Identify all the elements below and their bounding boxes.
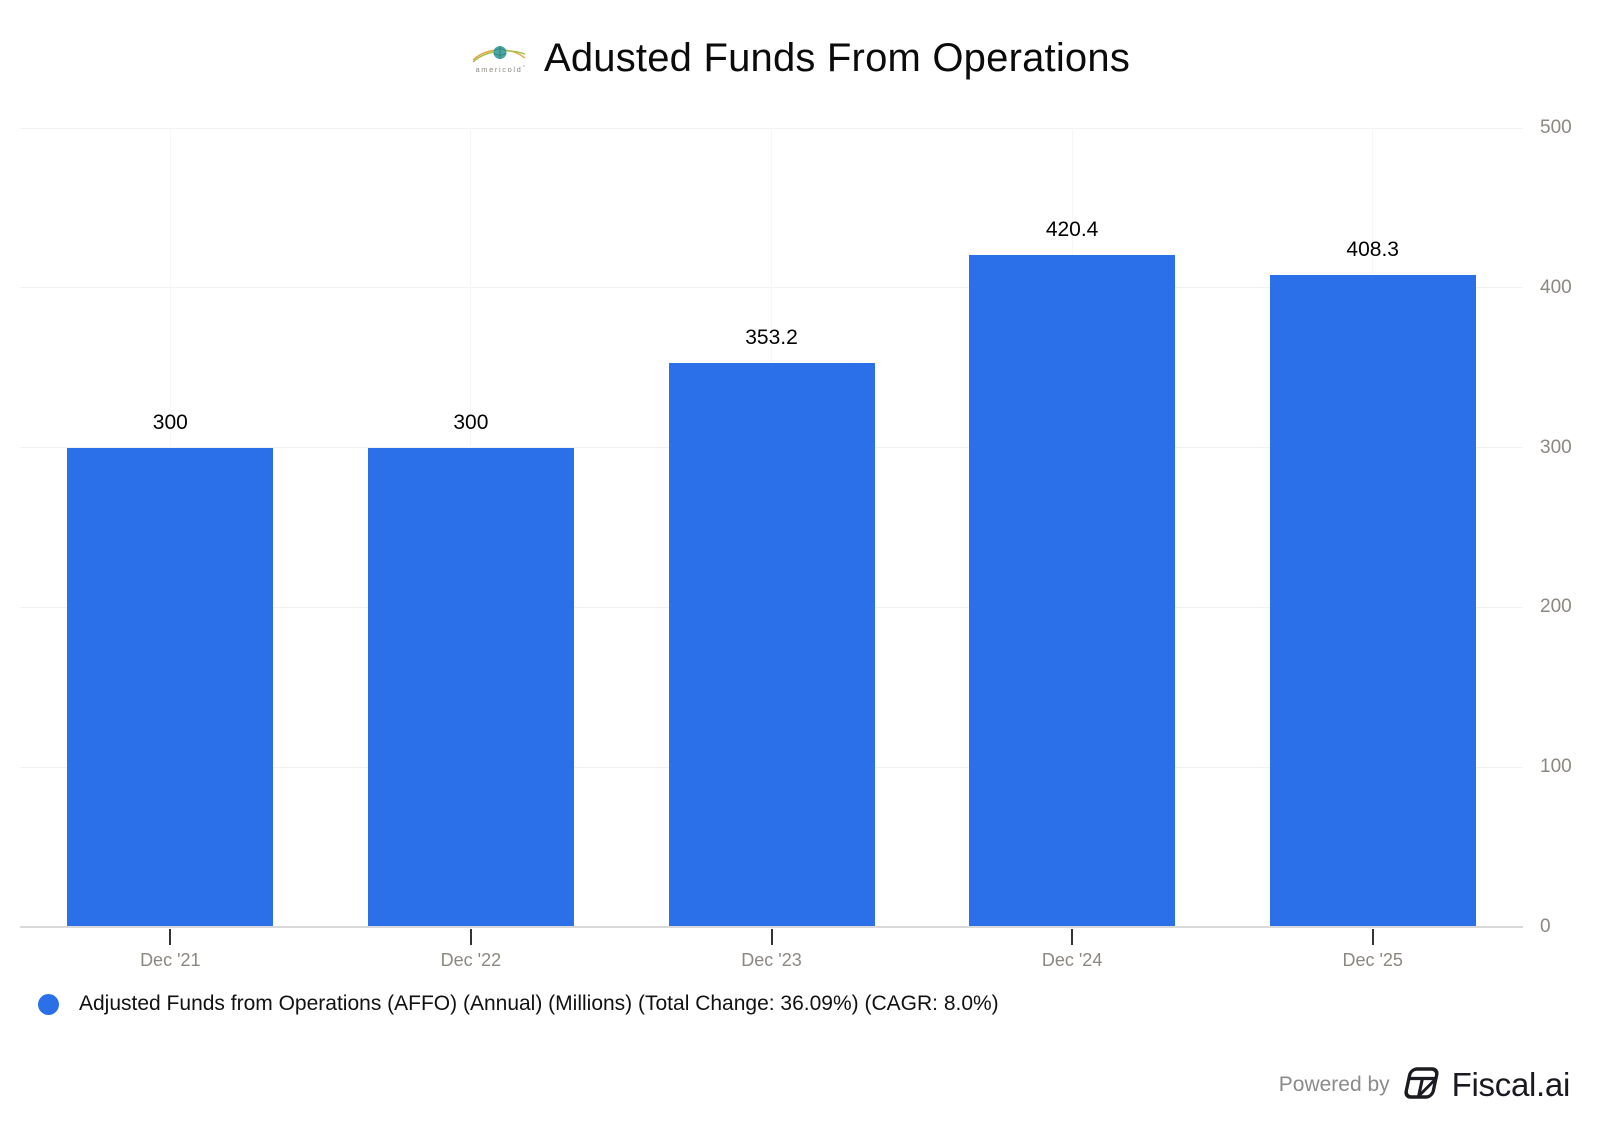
x-axis-tick xyxy=(1371,929,1374,945)
bar-value-label: 300 xyxy=(453,410,489,434)
x-axis-tick-label: Dec '23 xyxy=(741,950,802,970)
x-axis-tick-label: Dec '21 xyxy=(140,950,201,970)
fiscal-logo-icon xyxy=(1404,1064,1442,1107)
x-axis-tick-label: Dec '24 xyxy=(1041,950,1103,970)
svg-text:°: ° xyxy=(523,65,525,71)
bar-value-label: 353.2 xyxy=(745,325,798,349)
x-axis-tick xyxy=(469,929,472,945)
legend-marker xyxy=(38,993,59,1015)
x-axis-tick xyxy=(1071,929,1074,945)
y-axis-tick-label: 400 xyxy=(1540,276,1572,298)
footer: Powered by Fiscal.ai xyxy=(1278,1062,1571,1108)
x-axis-tick-label: Dec '22 xyxy=(440,950,502,970)
legend-label: Adjusted Funds from Operations (AFFO) (A… xyxy=(79,992,999,1015)
bar-value-label: 420.4 xyxy=(1045,218,1099,242)
bar-dec22[interactable] xyxy=(367,447,574,927)
fiscal-brand-text: Fiscal.ai xyxy=(1451,1066,1571,1103)
x-axis-line xyxy=(20,926,1523,928)
y-axis-tick-label: 200 xyxy=(1540,596,1572,618)
x-axis-tick-label: Dec '25 xyxy=(1342,950,1403,970)
bar-value-label: 408.3 xyxy=(1346,237,1399,261)
americold-logo-icon: americold ° xyxy=(472,45,526,74)
x-axis-tick xyxy=(169,929,172,945)
bar-value-label: 300 xyxy=(152,410,188,434)
chart-header: americold ° Adusted Funds From Operation… xyxy=(0,28,1600,88)
powered-by-text: Powered by xyxy=(1278,1073,1390,1096)
y-axis-tick-label: 100 xyxy=(1540,756,1572,778)
y-axis-tick-label: 500 xyxy=(1540,117,1572,138)
americold-logo-text: americold xyxy=(475,65,522,74)
bar-dec21[interactable] xyxy=(67,447,274,927)
bar-dec25[interactable] xyxy=(1269,274,1476,927)
y-axis-tick-label: 300 xyxy=(1540,436,1572,458)
x-axis-tick xyxy=(770,929,773,945)
bar-dec24[interactable] xyxy=(969,255,1176,927)
legend[interactable]: Adjusted Funds from Operations (AFFO) (A… xyxy=(38,992,999,1016)
americold-logo: americold ° xyxy=(470,38,528,85)
y-axis-tick-label: 0 xyxy=(1540,916,1551,937)
chart-title: Adusted Funds From Operations xyxy=(543,35,1131,80)
bar-dec23[interactable] xyxy=(668,362,875,927)
